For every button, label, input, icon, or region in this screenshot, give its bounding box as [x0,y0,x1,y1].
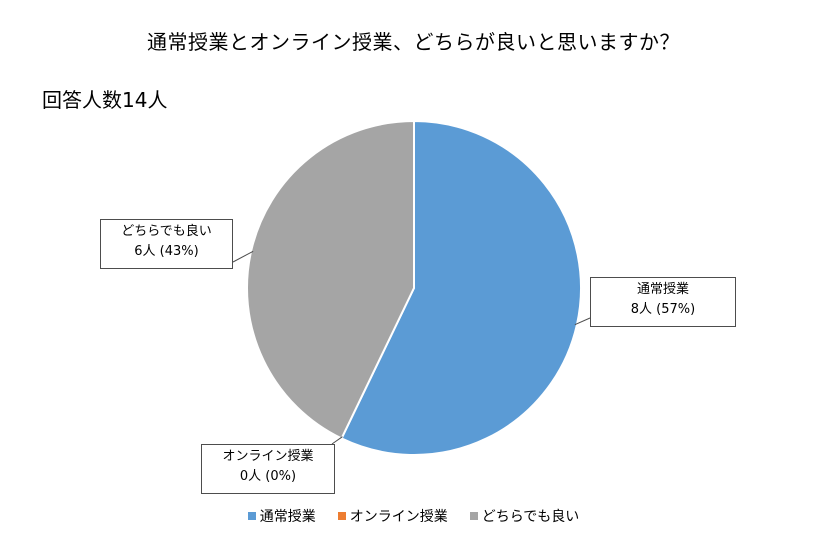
callout-slice-1-value: 0人 (0%) [239,469,297,484]
legend-swatch-0 [247,512,256,520]
callout-slice-0: 通常授業 8人 (57%) [590,277,736,327]
legend: 通常授業 オンライン授業 どちらでも良い [0,506,827,526]
leader-line-0 [574,317,591,326]
legend-label-1: オンライン授業 [349,509,448,525]
legend-item-0: 通常授業 [247,506,316,526]
chart-subtitle: 回答人数14人 [42,88,168,112]
legend-item-2: どちらでも良い [469,506,580,526]
callout-slice-2-name: どちらでも良い [121,224,212,239]
pie-slice-2 [246,119,415,440]
legend-label-0: 通常授業 [259,509,316,525]
callout-slice-0-name: 通常授業 [636,282,689,297]
legend-swatch-2 [469,512,478,520]
leader-line-2 [232,250,254,263]
callout-slice-2-value: 6人 (43%) [134,244,199,259]
legend-swatch-1 [337,512,346,520]
leader-line-1 [331,436,343,445]
chart-title: 通常授業とオンライン授業、どちらが良いと思いますか？ [147,30,680,54]
callout-slice-1: オンライン授業 0人 (0%) [201,444,335,494]
pie-slice-0 [340,119,582,456]
callout-slice-1-name: オンライン授業 [222,449,314,464]
callout-slice-2: どちらでも良い 6人 (43%) [100,219,233,269]
callout-slice-0-value: 8人 (57%) [630,302,696,317]
legend-item-1: オンライン授業 [337,506,448,526]
legend-label-2: どちらでも良い [481,509,580,525]
